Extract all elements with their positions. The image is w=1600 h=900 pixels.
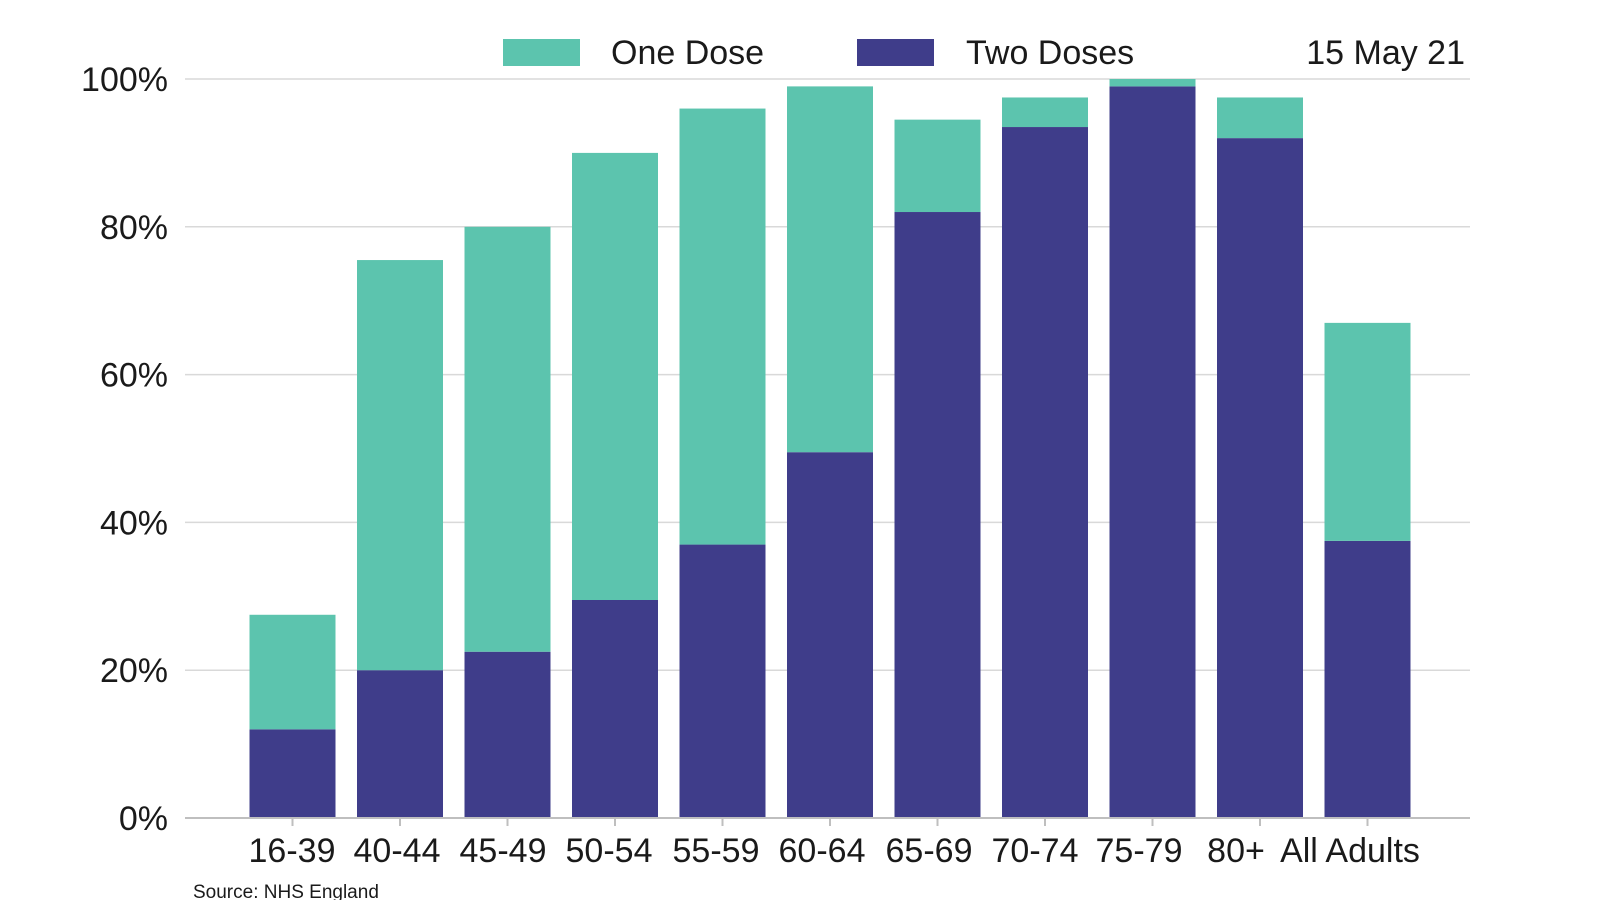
x-tick-label: All Adults: [1280, 832, 1420, 870]
legend-swatch-two-doses: [857, 39, 934, 66]
x-tick-label: 60-64: [779, 832, 866, 870]
x-tick-label: 70-74: [992, 832, 1079, 870]
bar-two-doses-65-69: [894, 212, 981, 818]
bar-two-doses-45-49: [464, 651, 551, 818]
bar-one-dose-70-74: [1002, 97, 1088, 128]
bar-two-doses-50-54: [572, 599, 658, 818]
legend-swatch-one-dose: [503, 39, 580, 66]
axes: 0% 20% 40% 60% 80% 100% 16-39 40-44 45-49 50-54 55…: [81, 61, 1470, 870]
x-tick-label: 16-39: [249, 832, 336, 870]
bar-one-dose-50-54: [572, 152, 658, 600]
bar-two-doses-55-59: [679, 544, 766, 818]
legend: One Dose Two Doses: [503, 34, 1134, 72]
y-tick-label: 20%: [100, 652, 168, 690]
bar-one-dose-80-: [1217, 97, 1303, 139]
bars: [249, 79, 1411, 818]
bar-one-dose-65-69: [894, 119, 981, 213]
y-tick-label: 0%: [119, 800, 168, 838]
bar-two-doses-75-79: [1109, 86, 1196, 818]
y-tick-label: 80%: [100, 209, 168, 247]
x-tick-label: 75-79: [1096, 832, 1183, 870]
x-tick-label: 40-44: [354, 832, 441, 870]
bar-two-doses-all-adults: [1324, 540, 1411, 818]
y-tick-label: 100%: [81, 61, 168, 99]
date-label: 15 May 21: [1306, 34, 1465, 72]
y-tick-label: 40%: [100, 504, 168, 542]
bar-one-dose-60-64: [787, 86, 873, 453]
x-tick-label: 55-59: [673, 832, 760, 870]
bar-two-doses-80-: [1217, 138, 1303, 818]
bar-one-dose-16-39: [249, 614, 336, 730]
bar-two-doses-70-74: [1002, 127, 1088, 818]
bar-one-dose-45-49: [464, 226, 551, 652]
source-note: Source: NHS England: [193, 882, 379, 900]
bar-two-doses-60-64: [787, 452, 873, 818]
x-tick-label: 45-49: [460, 832, 547, 870]
legend-label-two-doses: Two Doses: [966, 34, 1134, 72]
bar-one-dose-40-44: [357, 260, 443, 671]
bar-one-dose-55-59: [679, 108, 766, 545]
bar-one-dose-all-adults: [1324, 322, 1411, 541]
bar-two-doses-16-39: [249, 729, 336, 818]
x-tick-label: 50-54: [566, 832, 653, 870]
bar-two-doses-40-44: [357, 670, 443, 818]
x-tick-label: 65-69: [886, 832, 973, 870]
x-tick-label: 80+: [1207, 832, 1265, 870]
y-tick-label: 60%: [100, 357, 168, 395]
legend-label-one-dose: One Dose: [611, 34, 764, 72]
bar-one-dose-75-79: [1109, 79, 1196, 87]
